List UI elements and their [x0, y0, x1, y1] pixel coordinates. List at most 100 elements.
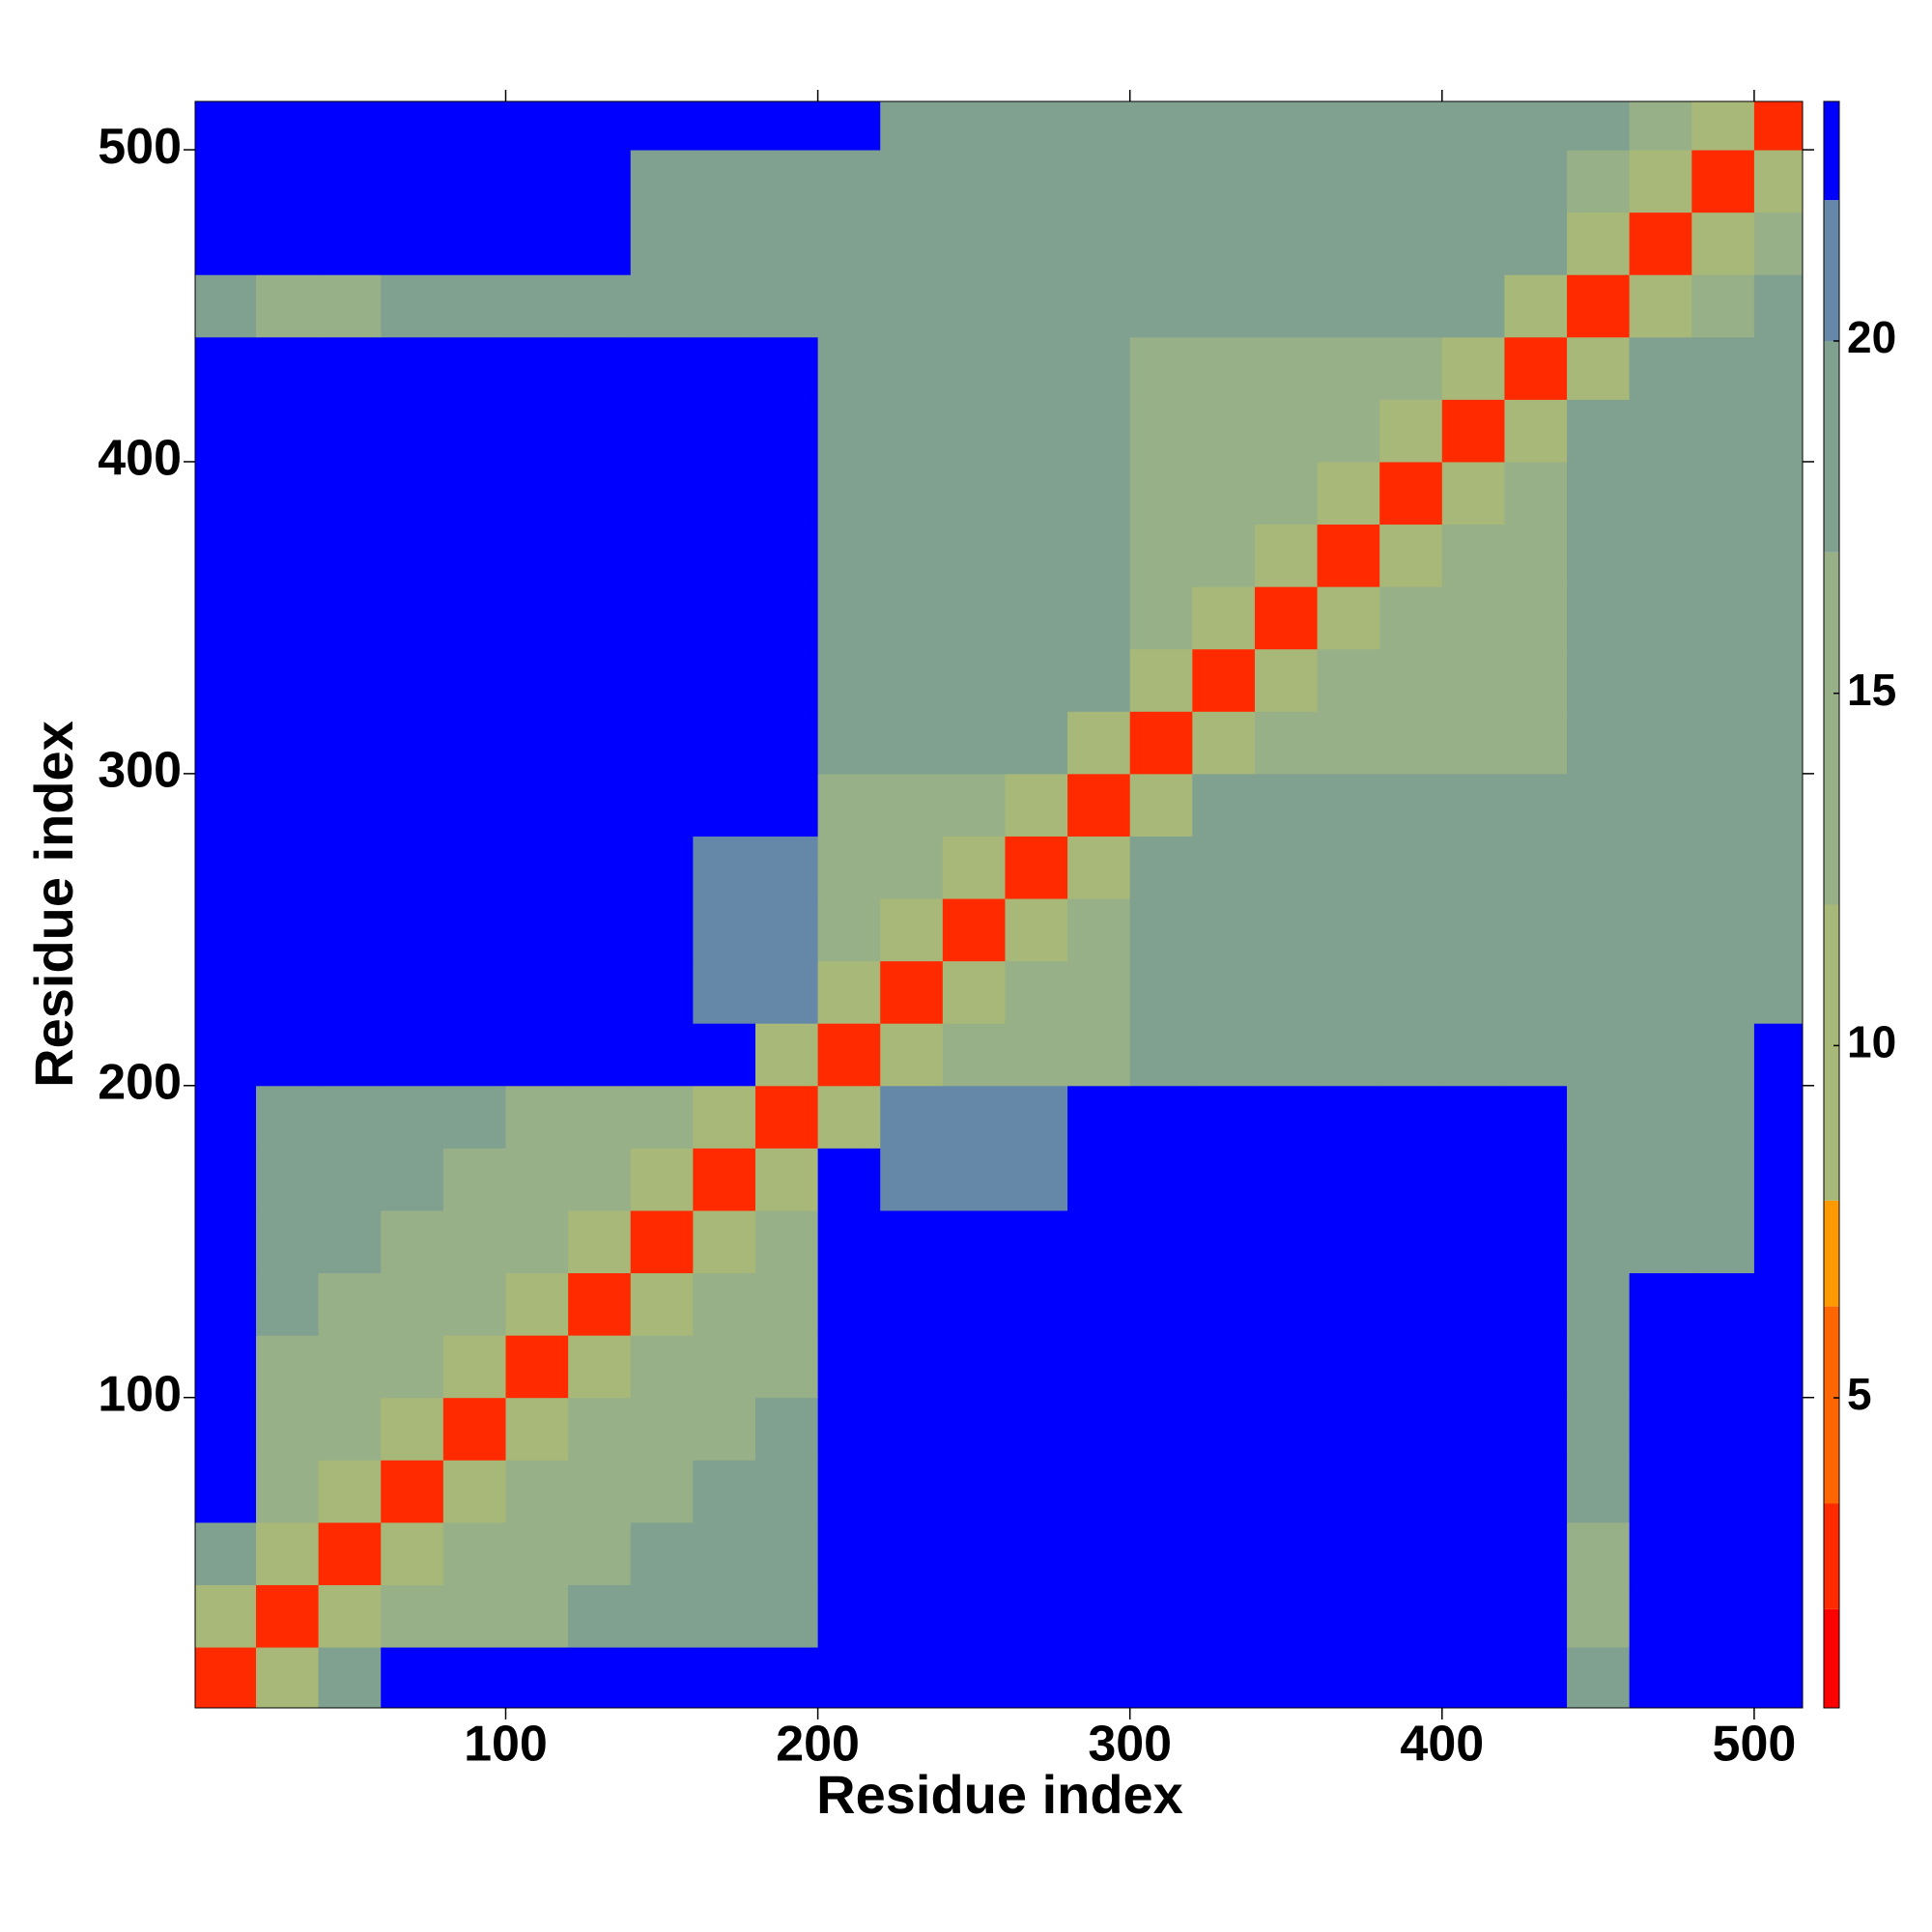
heatmap-cell — [1192, 274, 1256, 338]
heatmap-cell — [1317, 711, 1380, 775]
heatmap-cell — [1129, 399, 1193, 463]
heatmap-cell — [1379, 101, 1443, 151]
heatmap-cell — [568, 1272, 632, 1336]
heatmap-cell — [1129, 1397, 1193, 1461]
heatmap-cell — [318, 1647, 382, 1708]
heatmap-cell — [942, 898, 1006, 962]
heatmap-cell — [754, 1335, 819, 1399]
heatmap-cell — [1441, 1397, 1505, 1461]
heatmap-cell — [1441, 524, 1505, 587]
colorbar-tick-label: 5 — [1847, 1369, 1872, 1419]
heatmap-cell — [1129, 524, 1193, 587]
heatmap-cell — [568, 1584, 632, 1648]
heatmap-cell — [880, 898, 944, 962]
heatmap-cell — [1629, 1521, 1692, 1585]
heatmap-cell — [1067, 1584, 1131, 1648]
heatmap-cell — [1441, 1584, 1505, 1648]
heatmap-cell — [1379, 1521, 1443, 1585]
heatmap-cell — [568, 1085, 632, 1149]
heatmap-cell — [1192, 1085, 1256, 1149]
heatmap-cell — [1441, 1209, 1505, 1274]
heatmap-cell — [256, 648, 320, 712]
heatmap-cell — [1254, 960, 1319, 1024]
colorbar-band — [1824, 1503, 1839, 1609]
heatmap-cell — [1753, 274, 1803, 338]
heatmap-cell — [754, 711, 819, 775]
heatmap-cell — [880, 711, 944, 775]
heatmap-cell — [1379, 1209, 1443, 1274]
heatmap-cell — [1129, 1272, 1193, 1336]
heatmap-cell — [1441, 336, 1505, 400]
y-tick-label: 300 — [98, 743, 182, 799]
heatmap-cell — [1067, 1209, 1131, 1274]
heatmap-cell — [1629, 836, 1692, 899]
heatmap-cell — [942, 1584, 1006, 1648]
heatmap-cell — [1691, 773, 1755, 837]
heatmap-cell — [817, 212, 881, 275]
heatmap-cell — [318, 1335, 382, 1399]
heatmap-cell — [817, 836, 881, 899]
heatmap-cell — [1441, 101, 1505, 151]
heatmap-cell — [318, 524, 382, 587]
heatmap-cell — [1504, 212, 1568, 275]
heatmap-cell — [1067, 1521, 1131, 1585]
heatmap-cell — [1192, 1148, 1256, 1211]
heatmap-cell — [693, 1335, 756, 1399]
heatmap-cell — [693, 274, 756, 338]
heatmap-cell — [1567, 1148, 1631, 1211]
heatmap-cell — [1504, 1647, 1568, 1708]
heatmap-cell — [693, 212, 756, 275]
heatmap-cell — [1005, 1335, 1068, 1399]
heatmap-cell — [880, 461, 944, 526]
heatmap-cell — [880, 1335, 944, 1399]
heatmap-cell — [1254, 586, 1319, 650]
colorbar-band — [1824, 200, 1839, 341]
heatmap-cell — [1504, 1085, 1568, 1149]
heatmap-cell — [1753, 898, 1803, 962]
heatmap-cell — [1192, 212, 1256, 275]
heatmap-cell — [880, 1209, 944, 1274]
heatmap-cell — [1005, 1148, 1068, 1211]
heatmap-cell — [1567, 836, 1631, 899]
colorbar-band — [1824, 1608, 1839, 1708]
heatmap-cell — [1567, 711, 1631, 775]
heatmap-cell — [1691, 1272, 1755, 1336]
heatmap-cell — [442, 461, 506, 526]
heatmap-cell — [442, 836, 506, 899]
heatmap-cell — [195, 1397, 257, 1461]
heatmap-cell — [195, 586, 257, 650]
heatmap-cell — [693, 898, 756, 962]
heatmap-cell — [1317, 1397, 1380, 1461]
heatmap-cell — [442, 1584, 506, 1648]
heatmap-cell — [1629, 1647, 1692, 1708]
heatmap-cell — [1192, 336, 1256, 400]
heatmap-cell — [1567, 1584, 1631, 1648]
heatmap-cell — [1129, 274, 1193, 338]
heatmap-cell — [1567, 1023, 1631, 1087]
heatmap-cell — [568, 461, 632, 526]
heatmap-cell — [195, 1272, 257, 1336]
heatmap-cell — [1067, 1335, 1131, 1399]
heatmap-cell — [1567, 648, 1631, 712]
heatmap-cell — [1129, 1023, 1193, 1087]
heatmap-cell — [1691, 648, 1755, 712]
heatmap-cell — [1629, 960, 1692, 1024]
y-axis-label: Residue index — [23, 721, 84, 1088]
heatmap-cell — [1691, 586, 1755, 650]
heatmap-cell — [318, 1397, 382, 1461]
heatmap-cell — [1567, 1272, 1631, 1336]
heatmap-cell — [1629, 1209, 1692, 1274]
heatmap-cell — [817, 1023, 881, 1087]
heatmap-cell — [1129, 461, 1193, 526]
heatmap-cell — [442, 1647, 506, 1708]
heatmap-cell — [1379, 336, 1443, 400]
heatmap-cell — [630, 336, 694, 400]
heatmap-cell — [256, 1148, 320, 1211]
heatmap-cell — [256, 960, 320, 1024]
heatmap-cell — [1567, 461, 1631, 526]
heatmap-cell — [1067, 399, 1131, 463]
heatmap-cell — [880, 150, 944, 213]
heatmap-cell — [1067, 1148, 1131, 1211]
heatmap-cell — [1317, 1023, 1380, 1087]
heatmap-cell — [1504, 1148, 1568, 1211]
